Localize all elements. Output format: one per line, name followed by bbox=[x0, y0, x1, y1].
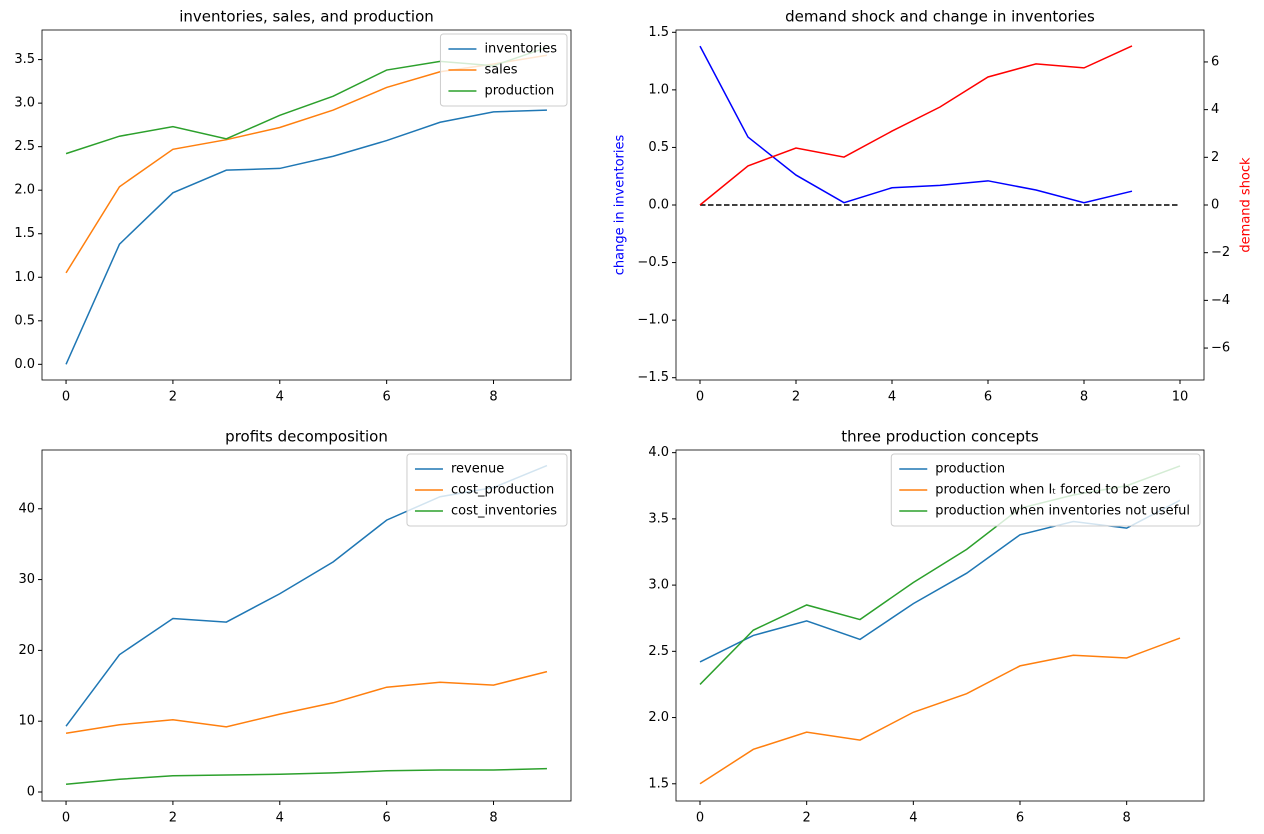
legend-label: production when inventories not useful bbox=[935, 504, 1190, 519]
series-line bbox=[699, 45, 1133, 206]
y-tick-label: 1.5 bbox=[14, 226, 35, 241]
x-tick-label: 8 bbox=[489, 811, 497, 826]
x-tick-label: 2 bbox=[803, 811, 811, 826]
legend-frame bbox=[406, 453, 568, 527]
legend: production production when Iₜ forced to b… bbox=[890, 453, 1201, 527]
x-tick-label: 4 bbox=[276, 390, 284, 405]
subplot: demand shock and change in inventories 0 2… bbox=[613, 8, 1254, 405]
y-tick-label: 30 bbox=[18, 572, 35, 587]
x-tick-label: 8 bbox=[489, 390, 497, 405]
y-tick-label: 2.5 bbox=[648, 644, 669, 659]
y-tick-label: 0.0 bbox=[648, 198, 669, 213]
subplot: profits decomposition 0 2 4 6 8 0 10 20 30 40 reven… bbox=[18, 428, 572, 826]
y-tick-label: −1.5 bbox=[637, 370, 669, 385]
subplot-title: inventories, sales, and production bbox=[179, 8, 434, 26]
y2-tick-label: −4 bbox=[1211, 293, 1230, 308]
y-tick-label: 1.0 bbox=[648, 82, 669, 97]
x-tick-label: 8 bbox=[1123, 811, 1131, 826]
y-tick-label: 4.0 bbox=[648, 445, 669, 460]
y-tick-label: −1.0 bbox=[637, 313, 669, 328]
y-tick-label: 1.5 bbox=[648, 776, 669, 791]
legend: revenue cost_production cost_inventories bbox=[406, 453, 568, 527]
y2-tick-label: 0 bbox=[1211, 198, 1219, 213]
y-tick-label: 3.0 bbox=[14, 96, 35, 111]
x-tick-label: 6 bbox=[383, 811, 391, 826]
x-tick-label: 2 bbox=[169, 390, 177, 405]
axes-frame bbox=[41, 29, 572, 381]
axes-frame bbox=[675, 29, 1205, 381]
y-tick-label: 3.0 bbox=[648, 578, 669, 593]
x-tick-label: 8 bbox=[1080, 390, 1088, 405]
axes-frame bbox=[675, 449, 1205, 802]
y-tick-label: 2.5 bbox=[14, 139, 35, 154]
y-tick-label: −0.5 bbox=[637, 255, 669, 270]
y-tick-label: 0.5 bbox=[648, 140, 669, 155]
x-tick-label: 4 bbox=[888, 390, 896, 405]
legend-label: production bbox=[484, 84, 554, 99]
series-line bbox=[65, 767, 547, 785]
y-tick-label: 40 bbox=[18, 501, 35, 516]
subplot-title: profits decomposition bbox=[225, 428, 388, 446]
series-line bbox=[699, 45, 1133, 204]
legend-frame bbox=[439, 33, 568, 107]
y-tick-label: 2.0 bbox=[648, 710, 669, 725]
subplot-title: three production concepts bbox=[841, 428, 1039, 446]
x-tick-label: 2 bbox=[792, 390, 800, 405]
subplot: inventories, sales, and production 0 2 4 6 8 0… bbox=[14, 8, 572, 405]
legend: inventories sales production bbox=[439, 33, 568, 107]
x-tick-label: 10 bbox=[1172, 390, 1189, 405]
x-tick-label: 6 bbox=[984, 390, 992, 405]
series-line bbox=[699, 637, 1181, 785]
subplot-title: demand shock and change in inventories bbox=[785, 8, 1095, 26]
y-tick-label: 0 bbox=[27, 785, 35, 800]
y2-tick-label: −2 bbox=[1211, 245, 1230, 260]
x-tick-label: 4 bbox=[276, 811, 284, 826]
legend-label: cost_inventories bbox=[451, 504, 557, 519]
x-tick-label: 0 bbox=[62, 811, 70, 826]
y-axis-label: change in inventories bbox=[613, 135, 628, 276]
x-tick-label: 0 bbox=[696, 811, 704, 826]
y2-tick-label: −6 bbox=[1211, 341, 1230, 356]
y-tick-label: 1.5 bbox=[648, 25, 669, 40]
legend-label: sales bbox=[484, 63, 517, 78]
x-tick-label: 0 bbox=[696, 390, 704, 405]
y2-tick-label: 6 bbox=[1211, 54, 1219, 69]
axes-frame bbox=[41, 449, 572, 802]
legend-label: production when Iₜ forced to be zero bbox=[935, 483, 1171, 498]
subplot: three production concepts 0 2 4 6 8 1.5 2.0 2.5 3… bbox=[648, 428, 1205, 826]
y2-axis-label: demand shock bbox=[1239, 157, 1254, 253]
x-tick-label: 4 bbox=[909, 811, 917, 826]
x-tick-label: 6 bbox=[383, 390, 391, 405]
series-line bbox=[65, 670, 548, 734]
x-tick-label: 0 bbox=[62, 390, 70, 405]
x-tick-label: 2 bbox=[169, 811, 177, 826]
legend-label: production bbox=[935, 462, 1005, 477]
y-tick-label: 10 bbox=[18, 714, 35, 729]
y-tick-label: 20 bbox=[18, 643, 35, 658]
series-line bbox=[65, 109, 547, 365]
y-tick-label: 0.5 bbox=[14, 313, 35, 328]
y-tick-label: 3.5 bbox=[14, 52, 35, 67]
legend-label: cost_production bbox=[451, 483, 554, 498]
y-tick-label: 1.0 bbox=[14, 270, 35, 285]
y-tick-label: 2.0 bbox=[14, 183, 35, 198]
legend-label: revenue bbox=[451, 462, 504, 477]
y-tick-label: 0.0 bbox=[14, 357, 35, 372]
x-tick-label: 6 bbox=[1016, 811, 1024, 826]
legend-frame bbox=[890, 453, 1201, 527]
y-tick-label: 3.5 bbox=[648, 511, 669, 526]
y2-tick-label: 2 bbox=[1211, 150, 1219, 165]
legend-label: inventories bbox=[484, 42, 557, 57]
y2-tick-label: 4 bbox=[1211, 102, 1219, 117]
